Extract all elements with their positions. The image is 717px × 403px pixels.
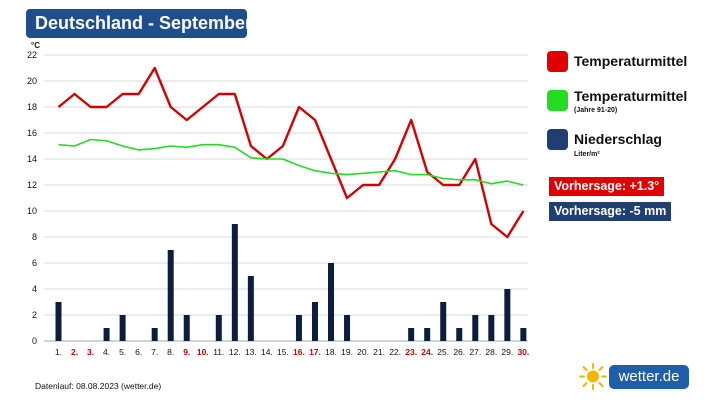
page-title: Deutschland - September xyxy=(26,9,252,38)
x-tick-label: 6. xyxy=(135,347,142,357)
y-tick-label: 8 xyxy=(32,232,37,242)
logo-text: wetter.de xyxy=(609,365,689,389)
legend-precip-sub: Liter/m² xyxy=(574,151,600,158)
legend-precip-label: Niederschlag xyxy=(574,131,662,147)
logo[interactable]: wetter.de xyxy=(579,363,691,390)
x-tick-label: 11. xyxy=(213,347,224,357)
x-tick-label: 24. xyxy=(421,347,433,357)
y-axis-unit: °C xyxy=(31,41,40,50)
x-tick-label: 27. xyxy=(469,347,481,357)
precip-bar xyxy=(328,263,335,341)
x-tick-label: 9. xyxy=(183,347,190,357)
x-tick-label: 16. xyxy=(293,347,305,357)
x-tick-label: 12. xyxy=(229,347,241,357)
precip-bar xyxy=(215,315,222,341)
precip-bar xyxy=(183,315,190,341)
normal-temp-line xyxy=(58,138,524,186)
x-tick-label: 1. xyxy=(55,347,62,357)
precip-bar xyxy=(119,315,126,341)
y-tick-label: 16 xyxy=(27,128,37,138)
x-tick-label: 13. xyxy=(245,347,257,357)
precip-bar xyxy=(424,328,431,341)
y-tick-label: 12 xyxy=(27,180,37,190)
forecast-temp-badge: Vorhersage: +1.3° xyxy=(549,177,665,196)
x-tick-label: 18. xyxy=(325,347,337,357)
precip-bar xyxy=(520,328,527,341)
x-tick-label: 19. xyxy=(341,347,353,357)
footer-note: Datenlauf: 08.08.2023 (wetter.de) xyxy=(35,381,162,391)
precip-bar xyxy=(344,315,351,341)
x-tick-label: 7. xyxy=(151,347,158,357)
x-tick-label: 3. xyxy=(87,347,94,357)
x-tick-label: 8. xyxy=(167,347,174,357)
sun-icon xyxy=(579,363,607,390)
legend-temp-swatch xyxy=(547,51,568,72)
x-tick-label: 20. xyxy=(357,347,369,357)
y-tick-label: 6 xyxy=(32,258,37,268)
x-axis-ticks: 1. 2. 3. 4. 5. 6. 7. 8. 9. 10. 11. 12. 13. 14. 15. 16. 1… xyxy=(55,347,529,357)
precip-bar xyxy=(151,328,158,341)
x-tick-label: 4. xyxy=(103,347,110,357)
precip-bar xyxy=(167,250,174,341)
precip-bar xyxy=(103,328,110,341)
x-tick-label: 21. xyxy=(373,347,385,357)
precip-bar xyxy=(295,315,302,341)
precip-bar xyxy=(231,224,238,341)
forecast-precip-badge: Vorhersage: -5 mm xyxy=(549,202,672,221)
y-tick-label: 18 xyxy=(27,102,37,112)
x-tick-label: 17. xyxy=(309,347,321,357)
precip-bar xyxy=(504,289,511,341)
y-tick-label: 2 xyxy=(32,310,37,320)
x-tick-label: 26. xyxy=(453,347,465,357)
y-tick-label: 20 xyxy=(27,76,37,86)
x-tick-label: 5. xyxy=(119,347,126,357)
temperature-lines xyxy=(57,66,525,239)
x-tick-label: 22. xyxy=(389,347,401,357)
precip-bar xyxy=(472,315,479,341)
x-tick-label: 15. xyxy=(277,347,289,357)
legend-normal-swatch xyxy=(547,90,568,111)
precip-bar xyxy=(55,302,62,341)
legend-temp-label: Temperaturmittel xyxy=(574,53,688,69)
legend-normal-sub: (Jahre 91-20) xyxy=(574,107,618,114)
y-tick-label: 10 xyxy=(27,206,37,216)
precip-bar xyxy=(488,315,495,341)
precip-bar xyxy=(408,328,415,341)
precip-bar xyxy=(311,302,318,341)
y-tick-label: 4 xyxy=(32,284,37,294)
x-tick-label: 30. xyxy=(517,347,529,357)
legend-precip-swatch xyxy=(547,129,568,150)
x-tick-label: 25. xyxy=(437,347,449,357)
chart-grid xyxy=(44,54,528,342)
x-tick-label: 29. xyxy=(501,347,513,357)
x-tick-label: 2. xyxy=(71,347,78,357)
x-tick-label: 14. xyxy=(261,347,273,357)
x-tick-label: 23. xyxy=(405,347,417,357)
precip-bar xyxy=(440,302,447,341)
precip-bar xyxy=(456,328,463,341)
precip-bar xyxy=(247,276,254,341)
y-tick-label: 22 xyxy=(27,50,37,60)
y-axis-ticks: 0 2 4 6 8 10 12 14 16 18 20 22 xyxy=(27,50,37,346)
x-tick-label: 28. xyxy=(485,347,497,357)
x-tick-label: 10. xyxy=(197,347,209,357)
y-tick-label: 14 xyxy=(27,154,37,164)
legend-normal-label: Temperaturmittel xyxy=(574,88,688,104)
temp-line xyxy=(57,66,525,239)
y-tick-label: 0 xyxy=(32,336,37,346)
precipitation-bars xyxy=(55,224,527,341)
